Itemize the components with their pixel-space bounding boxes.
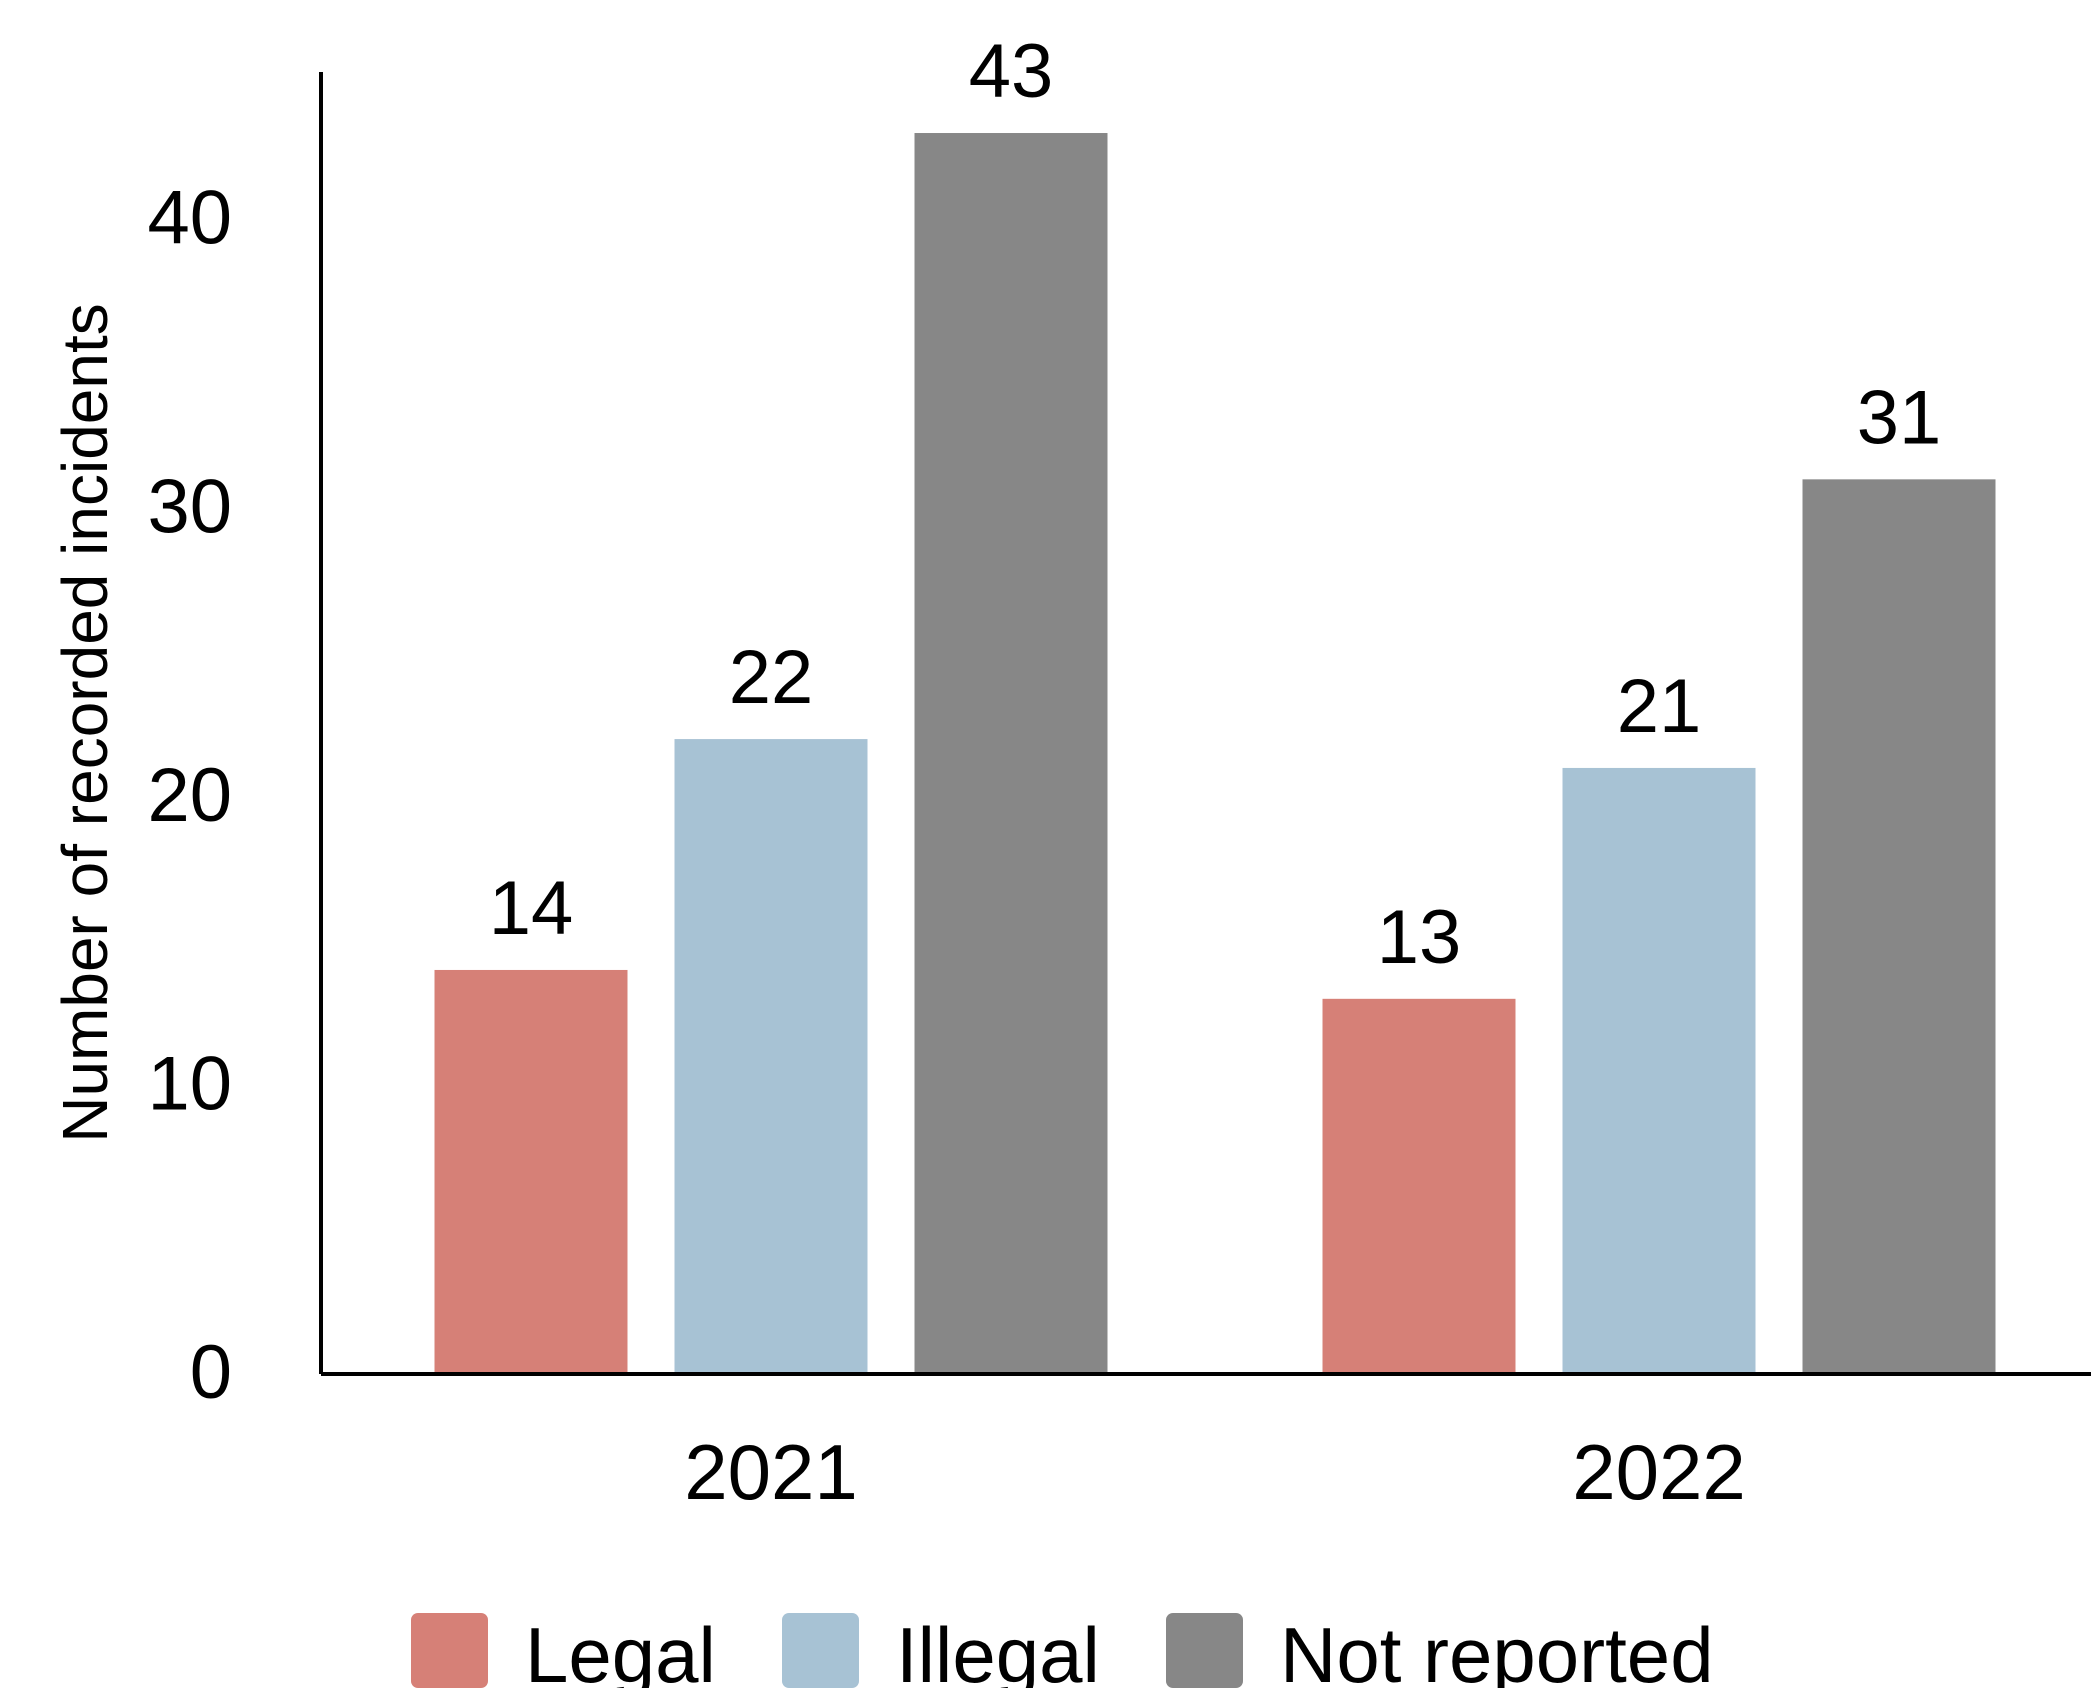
y-tick-label: 20 — [147, 753, 232, 838]
data-label: 14 — [489, 866, 574, 951]
x-category-label: 2022 — [1572, 1428, 1746, 1516]
data-label: 31 — [1857, 375, 1942, 460]
data-label: 21 — [1617, 664, 1702, 749]
y-tick-label: 10 — [147, 1041, 232, 1126]
legend-swatch — [411, 1613, 488, 1688]
data-label: 43 — [969, 29, 1054, 114]
y-tick-label: 0 — [190, 1330, 232, 1415]
value-labels-layer: 14 22 43 13 21 31 — [489, 29, 1942, 980]
legend-label: Not reported — [1280, 1611, 1714, 1688]
data-label: 13 — [1377, 895, 1462, 980]
legend: Legal Illegal Not reported — [411, 1611, 1714, 1688]
legend-swatch — [782, 1613, 859, 1688]
bar-illegal-2022 — [1562, 767, 1756, 1374]
legend-label: Illegal — [896, 1611, 1100, 1688]
y-tick-label: 40 — [147, 176, 232, 261]
bar-legal-2022 — [1322, 998, 1516, 1374]
bar-not-reported-2022 — [1802, 479, 1996, 1375]
y-axis-title: Number of recorded incidents — [49, 303, 121, 1143]
legend-swatch — [1166, 1613, 1243, 1688]
y-tick-label: 30 — [147, 464, 232, 549]
legend-label: Legal — [525, 1611, 716, 1688]
data-label: 22 — [729, 635, 814, 720]
y-ticks-layer: 0 10 20 30 40 — [147, 176, 232, 1415]
x-category-label: 2021 — [684, 1428, 858, 1516]
x-categories-layer: 2021 2022 — [684, 1428, 1746, 1516]
bar-illegal-2021 — [674, 739, 868, 1374]
bar-not-reported-2021 — [914, 133, 1108, 1374]
bar-legal-2021 — [434, 969, 628, 1374]
axes-layer — [319, 72, 2091, 1376]
bars-layer — [434, 133, 1996, 1375]
